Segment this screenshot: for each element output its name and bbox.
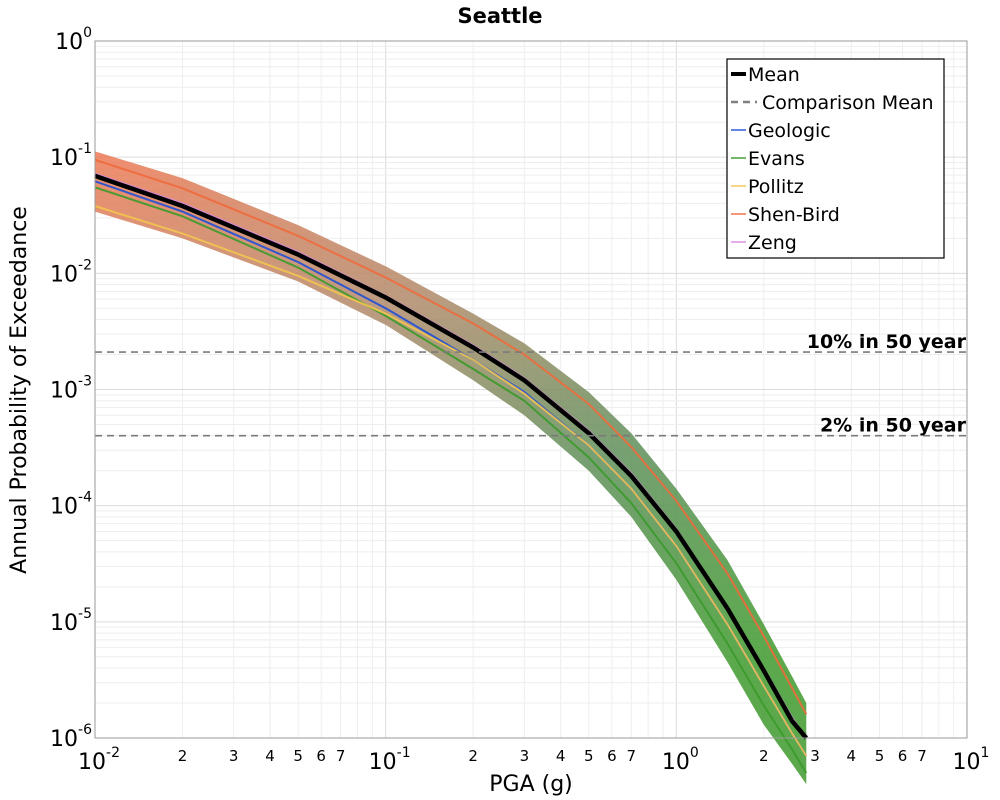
x-tick-label: 100 (662, 745, 699, 775)
series-line-geologic (94, 180, 808, 757)
x-tick-label: 10-2 (78, 745, 120, 775)
series-line-mean (94, 173, 809, 740)
series-lines (94, 158, 809, 774)
y-tick-label: 10-2 (50, 257, 92, 287)
legend-label: Geologic (748, 120, 831, 142)
series-line-shen-bird (94, 158, 808, 715)
x-minor-tick-label: 3 (520, 747, 530, 765)
legend-label: Mean (748, 64, 800, 86)
x-minor-tick-label: 4 (847, 747, 857, 765)
legend-label: Pollitz (748, 176, 804, 198)
x-minor-tick-label: 4 (556, 747, 566, 765)
y-tick-label: 100 (55, 25, 92, 55)
x-minor-tick-label: 6 (607, 747, 617, 765)
envelope-area (95, 151, 807, 785)
x-tick-label: 10-1 (369, 745, 411, 775)
y-tick-labels: 100 10-1 10-2 10-3 10-4 10-5 10-6 (50, 25, 92, 752)
x-minor-tick-label: 3 (810, 747, 820, 765)
x-minor-tick-label: 2 (759, 747, 769, 765)
x-minor-tick-label: 5 (293, 747, 303, 765)
legend-label: Evans (748, 148, 805, 170)
x-minor-tick-label: 4 (265, 747, 275, 765)
reference-line-label: 10% in 50 year (807, 331, 967, 353)
reference-line-label: 2% in 50 year (820, 415, 967, 437)
x-minor-tick-label: 6 (898, 747, 908, 765)
x-minor-tick-label: 5 (584, 747, 594, 765)
legend-label: Zeng (748, 232, 797, 254)
y-axis-label: Annual Probability of Exceedance (7, 206, 32, 574)
x-minor-tick-label: 5 (875, 747, 885, 765)
x-minor-tick-label: 2 (468, 747, 478, 765)
x-tick-label: 101 (953, 745, 990, 775)
legend: Mean Comparison Mean Geologic Evans Pollitz S… (726, 58, 945, 259)
series-line-zeng (94, 172, 808, 739)
y-tick-label: 10-1 (50, 141, 92, 171)
plot-frame (94, 40, 968, 739)
y-tick-label: 10-4 (50, 490, 92, 520)
series-line-evans (94, 186, 808, 774)
y-tick-label: 10-5 (50, 606, 92, 636)
reference-lines: 10% in 50 year 2% in 50 year (95, 331, 967, 437)
y-tick-label: 10-6 (50, 722, 92, 752)
x-minor-tick-label: 2 (178, 747, 188, 765)
x-minor-tick-label: 7 (917, 747, 927, 765)
chart-title: Seattle (457, 4, 542, 28)
legend-label: Shen-Bird (748, 204, 840, 226)
y-tick-label: 10-3 (50, 374, 92, 404)
legend-label: Comparison Mean (762, 92, 934, 114)
x-minor-tick-label: 7 (627, 747, 637, 765)
curve-envelope (95, 151, 807, 785)
x-minor-tick-label: 3 (229, 747, 239, 765)
x-axis-label: PGA (g) (489, 772, 573, 797)
series-line-pollitz (94, 205, 808, 757)
x-minor-tick-label: 6 (316, 747, 326, 765)
legend-box (726, 58, 945, 259)
x-minor-tick-label: 7 (336, 747, 346, 765)
